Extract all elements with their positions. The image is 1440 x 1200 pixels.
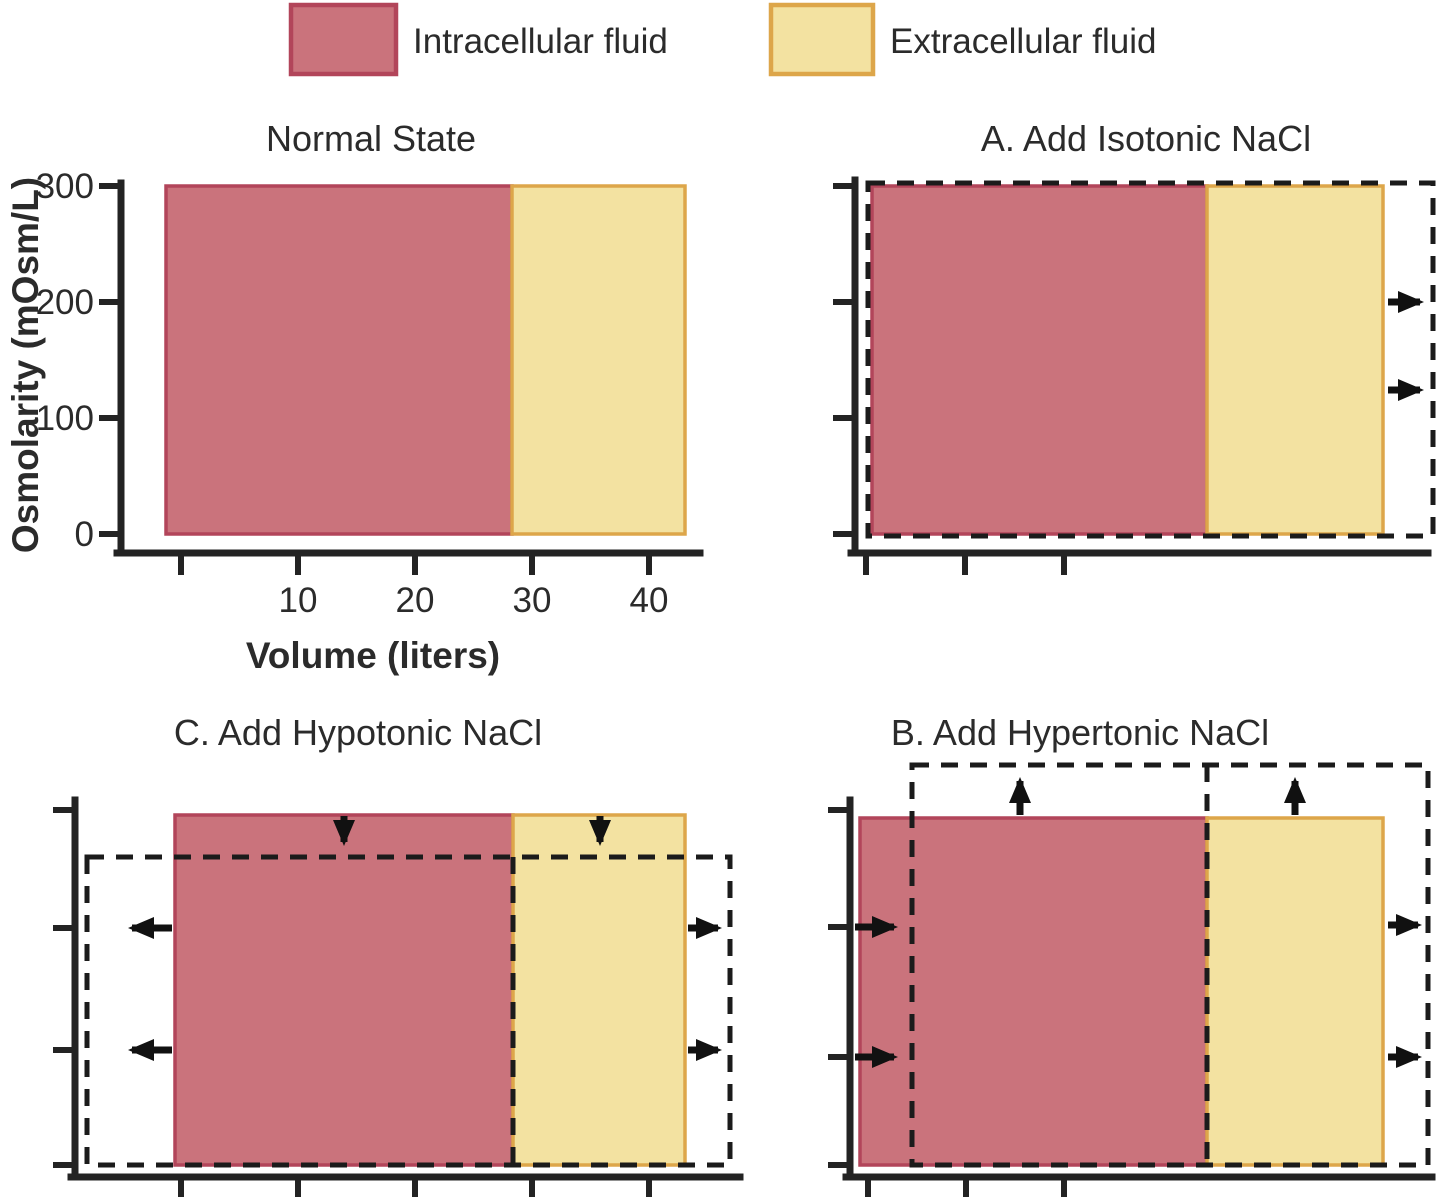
dashed-new-state-a (865, 180, 1436, 539)
x-axis-label: Volume (liters) (246, 635, 500, 676)
x-tick-label-20: 20 (396, 581, 435, 620)
ecf-rect-b (1205, 816, 1385, 1167)
panel-a-title: A. Add Isotonic NaCl (981, 118, 1311, 159)
dashed-new-state-b (909, 762, 1431, 1168)
panel-a-isotonic: A. Add Isotonic NaCl (833, 118, 1436, 575)
y-tick-label-300: 300 (36, 167, 94, 206)
icf-rect-c (173, 813, 515, 1167)
y-ticks-c (53, 807, 75, 1168)
legend-swatch-intracellular (288, 2, 399, 77)
x-ticks-a (863, 553, 1067, 575)
panel-c-title: C. Add Hypotonic NaCl (174, 712, 542, 753)
y-tick-label-100: 100 (36, 399, 94, 438)
legend-label-intracellular: Intracellular fluid (413, 22, 668, 61)
ecf-rect-normal (510, 184, 687, 536)
x-ticks-normal (178, 553, 652, 575)
legend-swatch-extracellular (768, 2, 876, 77)
x-tick-label-10: 10 (279, 581, 318, 620)
y-ticks-normal (99, 183, 121, 537)
panel-b-title: B. Add Hypertonic NaCl (891, 712, 1269, 753)
x-ticks-c (178, 1177, 652, 1197)
x-ticks-b (865, 1177, 1067, 1197)
x-tick-label-30: 30 (513, 581, 552, 620)
panel-b-hypertonic: B. Add Hypertonic NaCl (828, 712, 1436, 1197)
y-tick-label-0: 0 (75, 515, 94, 554)
x-tick-label-40: 40 (630, 581, 669, 620)
y-ticks-a (833, 183, 855, 537)
ecf-rect-a (1205, 184, 1385, 536)
icf-rect-b (858, 816, 1209, 1167)
panel-c-hypotonic: C. Add Hypotonic NaCl (53, 712, 744, 1197)
ecf-rect-c (511, 813, 687, 1167)
icf-rect-a (870, 184, 1209, 536)
panel-normal-state: Normal State 300 200 100 0 10 20 30 40 V… (5, 118, 704, 676)
panel-normal-title: Normal State (266, 118, 476, 159)
y-ticks-b (828, 807, 850, 1168)
icf-rect-normal (164, 184, 514, 536)
y-axis-label: Osmolarity (mOsm/L) (5, 177, 46, 553)
legend: Intracellular fluid Extracellular fluid (288, 2, 1157, 77)
legend-label-extracellular: Extracellular fluid (890, 22, 1157, 61)
y-tick-label-200: 200 (36, 283, 94, 322)
dashed-new-state-c (84, 854, 733, 1168)
